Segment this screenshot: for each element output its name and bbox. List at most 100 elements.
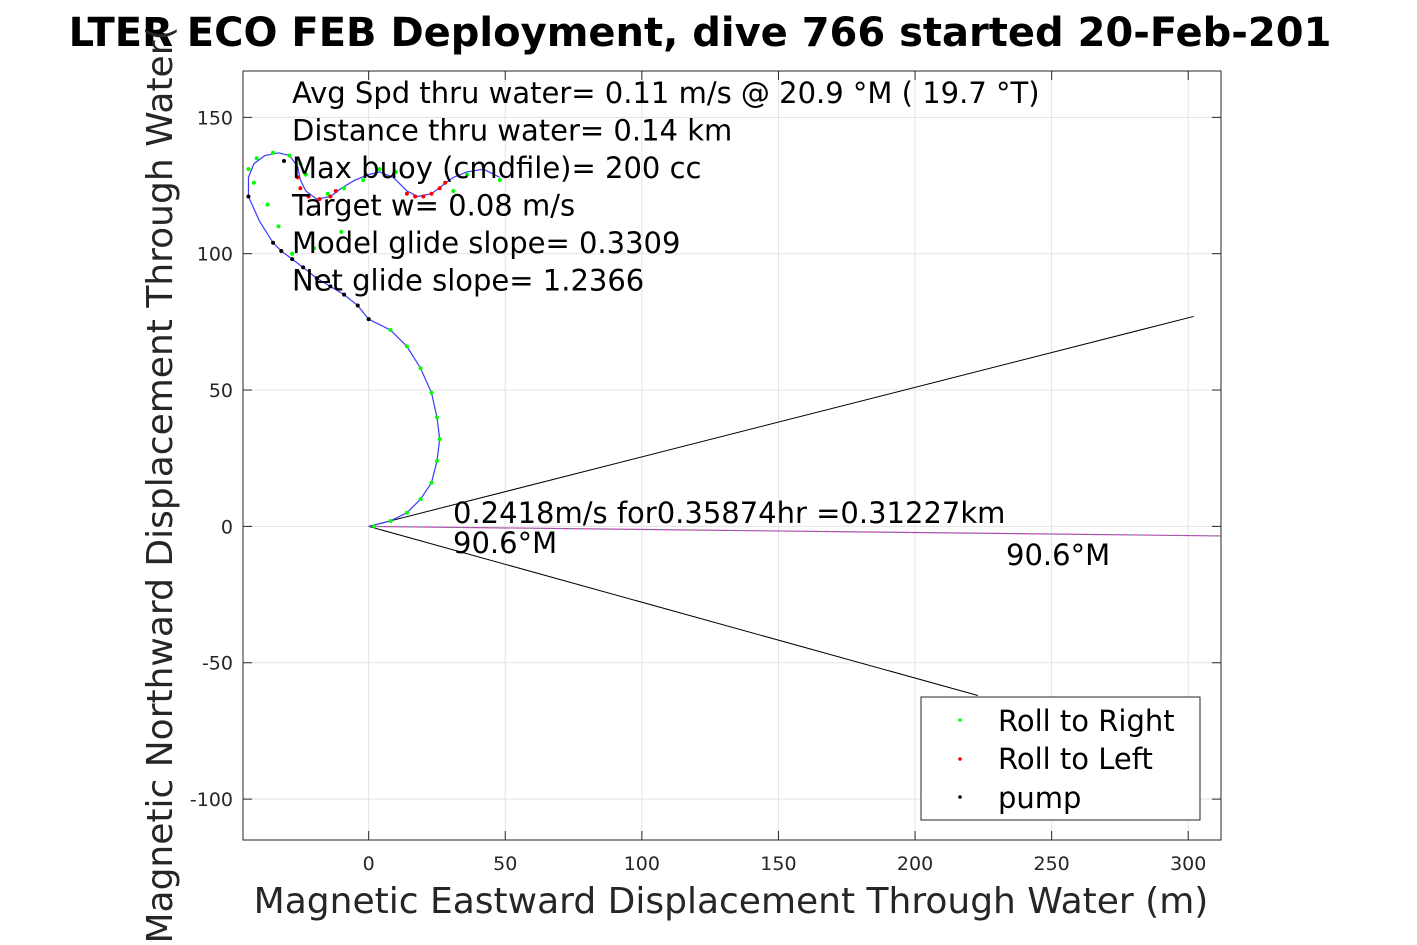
chart-title: LTER ECO FEB Deployment, dive 766 starte… [69,10,1332,56]
heading-cone-line [368,315,1194,527]
grid-lines [243,71,1221,840]
x-tick-label: 250 [1033,853,1069,875]
legend-label-roll-left: Roll to Left [998,742,1153,776]
pump-point [301,265,306,270]
roll-left-point [404,191,409,196]
roll-right-point [465,172,470,177]
roll-right-point [271,150,276,155]
pump-point [366,317,371,322]
y-tick-label: -100 [190,789,233,811]
legend-box [920,696,1201,821]
roll-right-point [393,169,398,174]
roll-right-point [265,202,270,207]
current-heading-label: 90.6°M [453,526,557,560]
roll-right-point [251,180,256,185]
roll-right-point [418,497,423,502]
roll-right-point [276,224,281,229]
roll-right-point [418,366,423,371]
roll-right-point [254,156,259,161]
roll-left-point [317,197,322,202]
y-axis-label: Magnetic Northward Displacement Through … [140,26,181,943]
legend-marker-roll-left [958,757,962,761]
y-tick-label: 0 [221,516,233,538]
axis-ticks: 0 50 100 150 200 250 300 -100 -50 0 50 100 150 [190,71,1221,875]
roll-left-point [328,194,333,199]
roll-right-point [325,191,330,196]
x-tick-label: 200 [897,853,933,875]
current-speed-label: 0.2418m/s for0.35874hr =0.31227km [453,496,1005,530]
roll-left-point [295,175,300,180]
roll-right-point [303,172,308,177]
pump-point [342,292,347,297]
heading-cone [368,315,1194,696]
x-axis-label: Magnetic Eastward Displacement Through W… [254,881,1209,922]
roll-right-point [429,390,434,395]
plot-frame [242,70,1222,841]
roll-left-point [306,194,311,199]
stats-annotation-line: Avg Spd thru water= 0.11 m/s @ 20.9 °M (… [292,76,1040,110]
roll-right-point [298,161,303,166]
current-vector [368,525,1222,537]
stats-annotation-line: Net glide slope= 1.2366 [292,264,644,298]
roll-right-point [404,344,409,349]
roll-right-point [388,328,393,333]
x-tick-label: 50 [493,853,517,875]
roll-right-point [434,458,439,463]
roll-right-point [246,167,251,172]
roll-left-point [421,194,426,199]
roll-left-point [437,186,442,191]
roll-right-point [361,178,366,183]
roll-right-point [312,246,317,251]
roll-right-point [429,480,434,485]
roll-right-point [451,188,456,193]
stats-annotation-line: Target w= 0.08 m/s [291,189,575,223]
roll-left-point [333,188,338,193]
roll-right-point [437,437,442,442]
pump-point [290,257,295,262]
roll-left-point [429,191,434,196]
legend-marker-roll-right [958,718,962,722]
stats-annotation-line: Model glide slope= 0.3309 [292,226,680,260]
roll-right-point [287,153,292,158]
roll-right-point [481,164,486,169]
y-tick-label: 100 [197,244,233,266]
current-vector-dash [368,526,1222,537]
roll-right-point [290,251,295,256]
legend-label-pump: pump [998,781,1081,815]
roll-right-point [388,518,393,523]
roll-right-point [342,186,347,191]
x-tick-label: 100 [624,853,660,875]
roll-right-point [377,167,382,172]
pump-point [328,284,333,289]
pump-point [281,158,286,163]
legend: Roll to Right Roll to Left pump [920,696,1201,821]
pump-point [246,194,251,199]
y-tick-label: 150 [197,107,233,129]
current-end-heading-label: 90.6°M [1006,538,1110,572]
stats-annotations: Avg Spd thru water= 0.11 m/s @ 20.9 °M (… [291,76,1040,298]
y-tick-label: 50 [209,380,233,402]
legend-marker-pump [958,795,962,799]
roll-right-point [434,415,439,420]
heading-cone-line [368,525,978,696]
stats-annotation-line: Max buoy (cmdfile)= 200 cc [292,151,701,185]
pump-point [355,303,360,308]
pump-point [271,240,276,245]
data-points [246,150,502,529]
pump-point [279,248,284,253]
stats-annotation-line: Distance thru water= 0.14 km [292,114,732,148]
roll-right-point [372,524,377,529]
x-tick-label: 150 [760,853,796,875]
roll-right-point [339,229,344,234]
pump-point [314,276,319,281]
x-tick-label: 0 [363,853,375,875]
roll-left-point [443,180,448,185]
dive-track-line [247,152,501,527]
y-tick-label: -50 [202,653,233,675]
roll-right-point [497,178,502,183]
roll-left-point [413,194,418,199]
roll-right-point [404,510,409,515]
x-tick-label: 300 [1170,853,1206,875]
legend-label-roll-right: Roll to Right [998,704,1175,738]
